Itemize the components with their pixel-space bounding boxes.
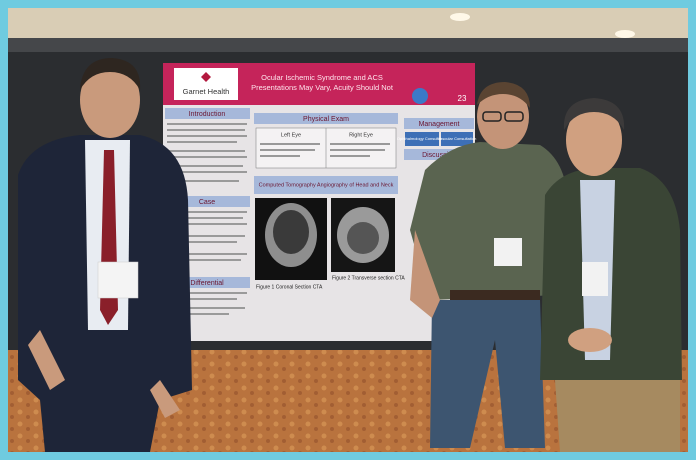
page: Garnet Health Ocular Ischemic Syndrome a… — [0, 0, 696, 460]
panel-top — [8, 38, 688, 52]
figure-caption: Figure 1 Coronal Section CTA — [256, 284, 323, 290]
section-title: Introduction — [189, 111, 226, 118]
section-title: Management — [419, 121, 460, 128]
ceiling — [8, 8, 688, 38]
photo: Garnet Health Ocular Ischemic Syndrome a… — [0, 0, 696, 460]
section-title: Physical Exam — [303, 116, 349, 123]
logo-text: Garnet Health — [183, 87, 230, 96]
poster-title: Ocular Ischemic Syndrome and ACS — [261, 73, 383, 82]
ceiling-light — [450, 13, 470, 21]
management-label: Vascular Consultation — [438, 136, 477, 141]
section-title: Computed Tomography Angiography of Head … — [259, 182, 394, 188]
table-header: Left Eye — [281, 132, 301, 138]
section-title: Case — [199, 199, 215, 206]
badge-icon — [412, 88, 428, 104]
figure-caption: Figure 2 Transverse section CTA — [332, 275, 405, 281]
badge: 23 — [458, 94, 467, 103]
ceiling-light — [615, 30, 635, 38]
table-header: Right Eye — [349, 132, 373, 138]
skull-interior — [273, 210, 309, 254]
poster-subtitle: Presentations May Vary, Acuity Should No… — [251, 83, 394, 92]
skull-interior — [347, 222, 379, 254]
section-title: Differential — [190, 280, 224, 287]
